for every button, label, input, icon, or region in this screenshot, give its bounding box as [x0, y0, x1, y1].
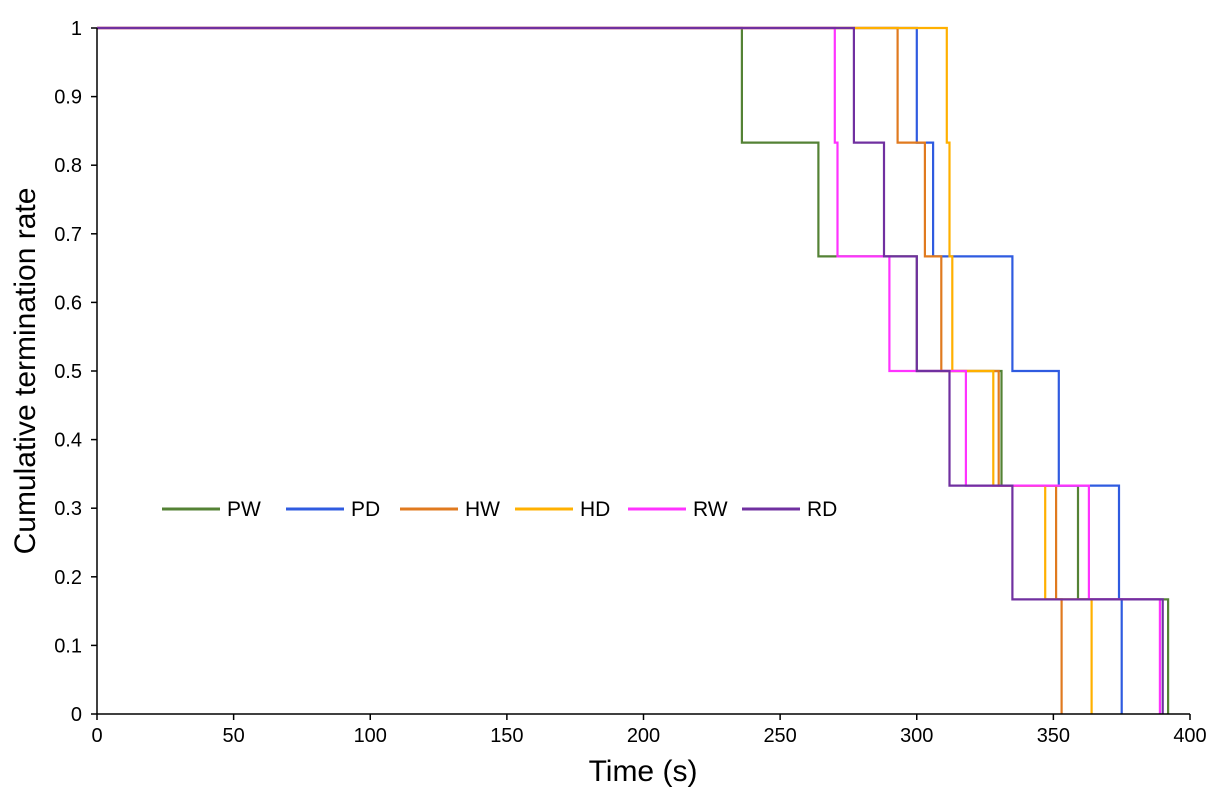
x-tick-label: 150 — [490, 725, 523, 747]
y-tick-label: 0.4 — [54, 430, 82, 452]
x-ticks: 0 50 100 150 200 250 300 350 400 — [91, 714, 1207, 747]
legend-label-rd: RD — [807, 498, 837, 521]
legend: PW PD HW HD RW RD — [162, 498, 837, 521]
series-line-pw — [97, 26, 1170, 714]
y-tick-label: 0.1 — [54, 635, 82, 657]
x-tick-label: 300 — [900, 725, 933, 747]
y-tick-label: 0 — [71, 704, 82, 726]
x-tick-label: 350 — [1037, 725, 1070, 747]
legend-label-rw: RW — [693, 498, 728, 521]
x-tick-label: 100 — [354, 725, 387, 747]
y-tick-label: 0.3 — [54, 498, 82, 520]
y-tick-label: 0.8 — [54, 155, 82, 177]
x-tick-label: 50 — [223, 725, 245, 747]
series-layer — [97, 26, 1170, 714]
x-tick-label: 400 — [1173, 725, 1206, 747]
y-axis-title: Cumulative termination rate — [9, 188, 42, 555]
series-line-rd — [97, 26, 1164, 714]
y-ticks: 0 0.1 0.2 0.3 0.4 0.5 0.6 0.7 0.8 0.9 1 — [54, 18, 97, 726]
y-tick-label: 0.5 — [54, 361, 82, 383]
y-tick-label: 1 — [71, 18, 82, 40]
y-tick-label: 0.9 — [54, 87, 82, 109]
x-tick-label: 0 — [91, 725, 102, 747]
y-tick-label: 0.2 — [54, 567, 82, 589]
y-tick-label: 0.7 — [54, 224, 82, 246]
x-tick-label: 200 — [627, 725, 660, 747]
x-tick-label: 250 — [763, 725, 796, 747]
legend-label-pd: PD — [351, 498, 380, 521]
legend-label-pw: PW — [227, 498, 261, 521]
x-axis-title: Time (s) — [589, 755, 698, 788]
legend-label-hw: HW — [465, 498, 500, 521]
legend-label-hd: HD — [580, 498, 610, 521]
y-tick-label: 0.6 — [54, 292, 82, 314]
